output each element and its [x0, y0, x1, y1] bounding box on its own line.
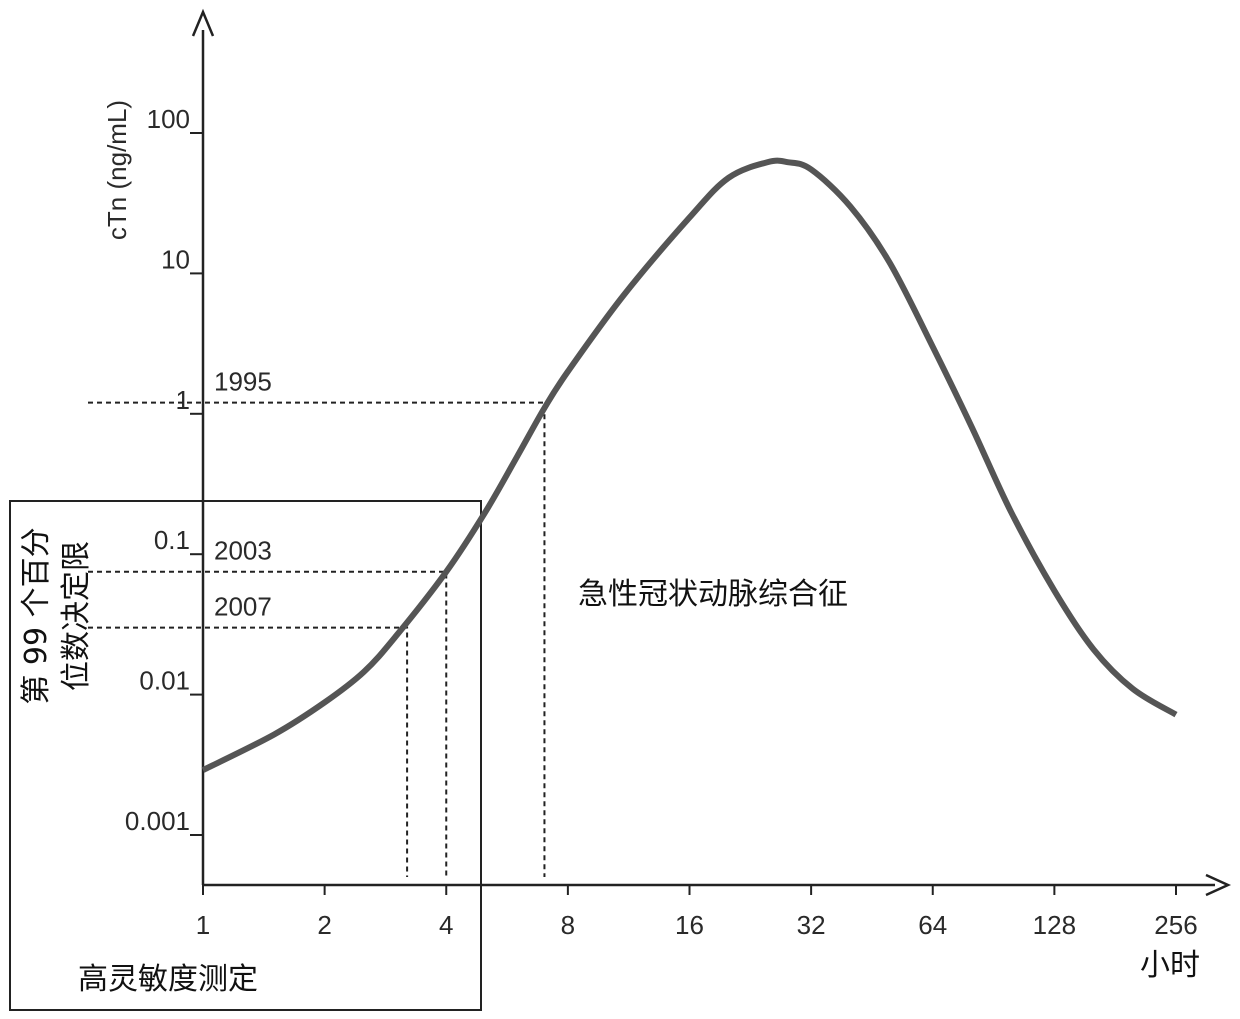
acs-region-label: 急性冠状动脉综合征: [578, 577, 848, 612]
y-tick-label: 0.001: [125, 806, 190, 836]
reference-year-label: 2007: [214, 592, 272, 622]
high-sensitivity-label: 高灵敏度测定: [78, 962, 258, 997]
y-tick-label: 10: [161, 244, 190, 274]
reference-guide-line: [88, 628, 407, 877]
threshold-guides: 1995 2003 2007: [88, 367, 544, 877]
y-tick-label: 100: [147, 104, 190, 134]
troponin-curve: [203, 161, 1176, 770]
y-axis-title: cTn (ng/mL): [102, 100, 132, 240]
x-axis: [203, 875, 1228, 895]
ticks: 1 2 4 8 16 32 64 128 256 0.001 0.01 0.1 1 10 100: [125, 104, 1198, 940]
y-tick-label: 1: [176, 385, 190, 415]
x-tick-label: 1: [196, 910, 210, 940]
x-tick-label: 8: [561, 910, 575, 940]
percentile-limit-label: 第 99 个百分 位数决定限: [19, 527, 94, 704]
y-tick-label: 0.01: [139, 666, 190, 696]
x-tick-label: 32: [797, 910, 826, 940]
x-tick-label: 256: [1154, 910, 1197, 940]
x-axis-title: 小时: [1140, 948, 1200, 983]
percentile-label-line1: 第 99 个百分: [19, 527, 54, 704]
x-tick-label: 4: [439, 910, 453, 940]
reference-year-label: 1995: [214, 367, 272, 397]
x-tick-label: 64: [918, 910, 947, 940]
reference-year-label: 2003: [214, 536, 272, 566]
x-tick-label: 16: [675, 910, 704, 940]
x-tick-label: 2: [317, 910, 331, 940]
x-tick-label: 128: [1033, 910, 1076, 940]
y-tick-label: 0.1: [154, 525, 190, 555]
percentile-label-line2: 位数决定限: [59, 541, 94, 691]
y-axis: [193, 12, 213, 885]
